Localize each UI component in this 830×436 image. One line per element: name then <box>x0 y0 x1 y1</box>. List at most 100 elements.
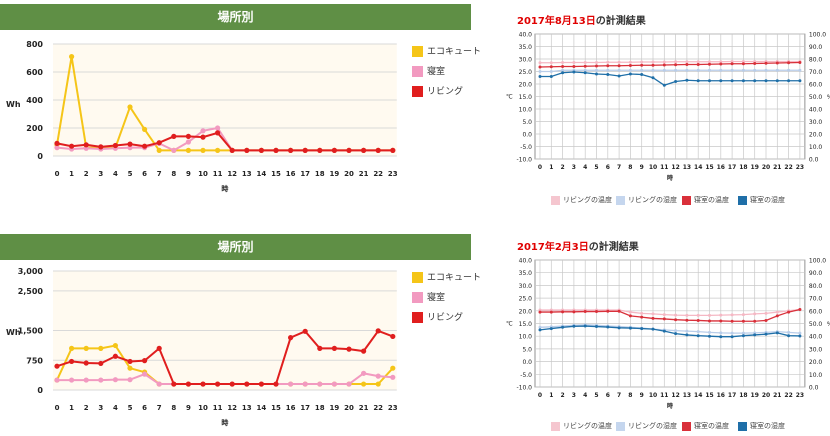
data-point <box>775 79 779 83</box>
data-point <box>651 316 655 320</box>
data-point <box>561 68 565 72</box>
y2-tick-label: 0.0 <box>809 157 819 164</box>
y2-tick-label: 30.0 <box>809 346 823 353</box>
x-tick-label: 23 <box>388 170 398 178</box>
legend-label: 寝室の温度 <box>694 196 729 204</box>
data-point <box>361 370 367 376</box>
temp-chart-title-top: 2017年8月13日の計測結果 <box>517 12 646 27</box>
data-point <box>787 68 791 72</box>
y-tick-label: 35.0 <box>519 44 533 51</box>
x-axis-label: 時 <box>221 418 228 427</box>
data-point <box>674 60 678 64</box>
data-point <box>719 313 723 317</box>
x-tick-label: 22 <box>373 170 383 178</box>
x-tick-label: 7 <box>157 404 162 412</box>
data-point <box>640 60 644 64</box>
legend-label: リビングの温度 <box>563 196 612 204</box>
title-rest: の計測結果 <box>595 16 646 27</box>
data-point <box>651 76 655 80</box>
x-tick-label: 0 <box>55 404 60 412</box>
banner-location-bottom: 場所別 <box>0 234 471 260</box>
x-tick-label: 11 <box>213 170 223 178</box>
data-point <box>640 68 644 72</box>
data-point <box>127 358 133 365</box>
data-point <box>606 64 610 68</box>
y-axis-label: Wh <box>6 100 21 109</box>
data-point <box>640 73 644 76</box>
x-tick-label: 2 <box>561 392 565 399</box>
y2-tick-label: 50.0 <box>809 94 823 101</box>
x-tick-label: 16 <box>286 170 296 178</box>
data-point <box>775 68 779 72</box>
data-point <box>572 61 576 64</box>
data-point <box>741 62 745 66</box>
data-point <box>674 329 678 333</box>
data-point <box>549 327 553 331</box>
legend-item: 寝室の温度 <box>682 421 729 431</box>
data-point <box>127 377 133 383</box>
data-point <box>730 62 734 66</box>
data-point <box>390 333 396 340</box>
x-tick-label: 14 <box>694 392 702 399</box>
title-date: 2017年2月3日 <box>517 242 589 253</box>
legend-item-ecocute: エコキュート <box>412 44 481 57</box>
data-point <box>787 330 791 334</box>
x-tick-label: 0 <box>538 392 542 399</box>
data-point <box>617 74 621 78</box>
x-tick-label: 9 <box>186 170 191 178</box>
x-tick-label: 16 <box>717 392 725 399</box>
data-point <box>572 65 576 68</box>
x-tick-label: 15 <box>705 392 713 399</box>
x-tick-label: 3 <box>572 164 576 171</box>
legend-label: 寝室の湿度 <box>750 196 785 204</box>
data-point <box>361 348 367 354</box>
data-point <box>696 60 700 64</box>
data-point <box>798 68 802 72</box>
x-tick-label: 22 <box>373 404 383 412</box>
banner-location-top: 場所別 <box>0 4 471 30</box>
legend-swatch <box>738 421 747 431</box>
data-point <box>719 68 723 72</box>
data-point <box>561 65 565 68</box>
x-tick-label: 20 <box>762 392 770 399</box>
data-point <box>595 72 598 76</box>
x-tick-label: 5 <box>594 164 598 171</box>
y-tick-label: 2,500 <box>18 287 44 296</box>
legend-label: リビングの湿度 <box>628 422 677 430</box>
x-tick-label: 11 <box>660 164 668 171</box>
data-point <box>200 381 206 387</box>
data-point <box>685 333 689 337</box>
data-point <box>764 332 768 336</box>
data-point <box>561 325 565 329</box>
data-point <box>185 381 191 387</box>
data-point <box>628 310 632 314</box>
x-tick-label: 21 <box>359 170 369 178</box>
data-point <box>719 79 723 83</box>
series-line <box>540 308 801 322</box>
x-tick-label: 23 <box>796 392 804 399</box>
data-point <box>229 147 235 153</box>
data-point <box>83 345 89 351</box>
data-point <box>561 71 565 75</box>
legend-label: 寝室の温度 <box>694 422 729 430</box>
legend-item-living: リビング <box>412 84 463 97</box>
data-point <box>741 68 745 72</box>
data-point <box>719 335 723 339</box>
data-point <box>127 104 133 110</box>
data-point <box>361 147 367 153</box>
data-point <box>346 346 352 352</box>
data-point <box>595 61 598 64</box>
data-point <box>628 326 632 330</box>
y-tick-label: 40.0 <box>519 32 533 39</box>
y-tick-label: 20.0 <box>519 82 533 89</box>
data-point <box>741 334 745 338</box>
legend-label: リビングの温度 <box>563 422 612 430</box>
data-point <box>651 327 655 331</box>
y-tick-label: 40.0 <box>519 258 533 265</box>
y2-axis-unit: % <box>827 94 830 101</box>
y-tick-label: 3,000 <box>18 267 44 276</box>
data-point <box>674 80 678 83</box>
data-point <box>708 319 711 323</box>
x-axis-label: 時 <box>667 402 673 410</box>
data-point <box>662 83 666 87</box>
